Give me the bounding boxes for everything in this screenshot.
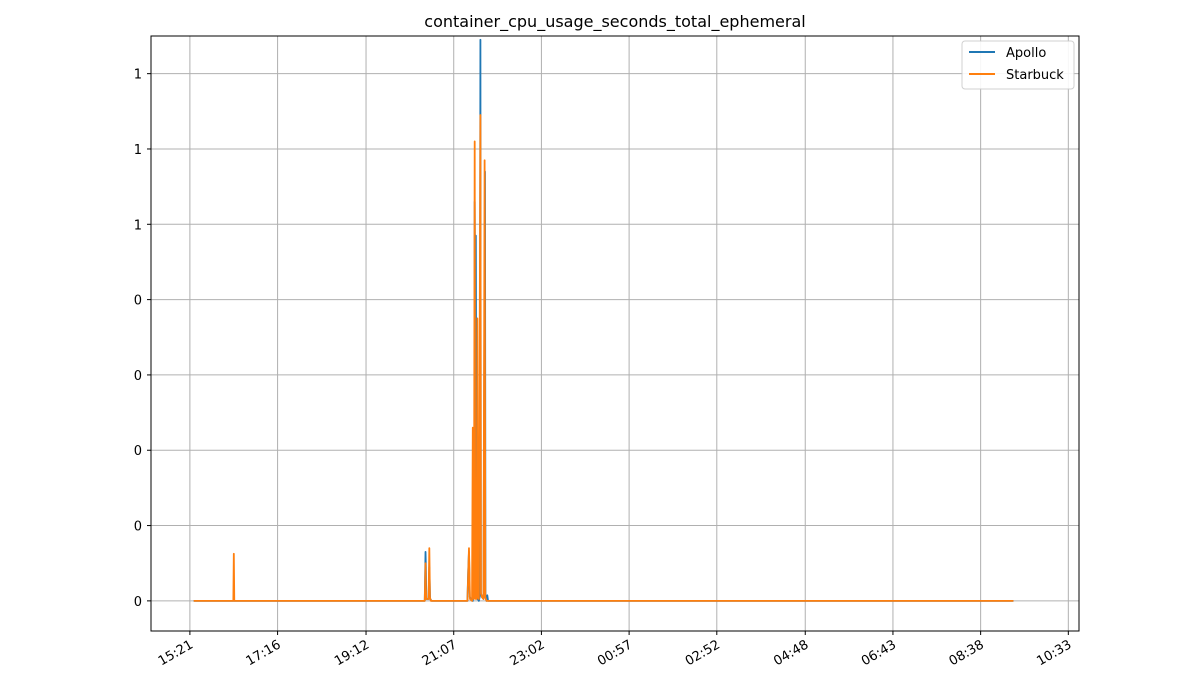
y-tick-label: 0: [134, 520, 142, 535]
y-tick-label: 0: [134, 595, 142, 610]
y-tick-label: 1: [134, 68, 142, 83]
legend-items: Apollo Starbuck: [969, 46, 1064, 83]
chart-title: container_cpu_usage_seconds_total_epheme…: [424, 12, 805, 32]
y-tick-label: 0: [134, 294, 142, 309]
y-tick-label: 1: [134, 143, 142, 158]
grid-layer: [151, 36, 1079, 631]
legend: Apollo Starbuck: [961, 40, 1075, 90]
legend-label-starbuck: Starbuck: [1006, 68, 1064, 83]
y-tick-label: 0: [134, 369, 142, 384]
legend-label-apollo: Apollo: [1006, 46, 1046, 61]
plot-area-frame: [150, 35, 1080, 632]
series-layer: [193, 38, 1014, 602]
y-tick-label: 0: [134, 444, 142, 459]
series-line-starbuck: [193, 114, 1014, 602]
y-tick-label: 1: [134, 218, 142, 233]
